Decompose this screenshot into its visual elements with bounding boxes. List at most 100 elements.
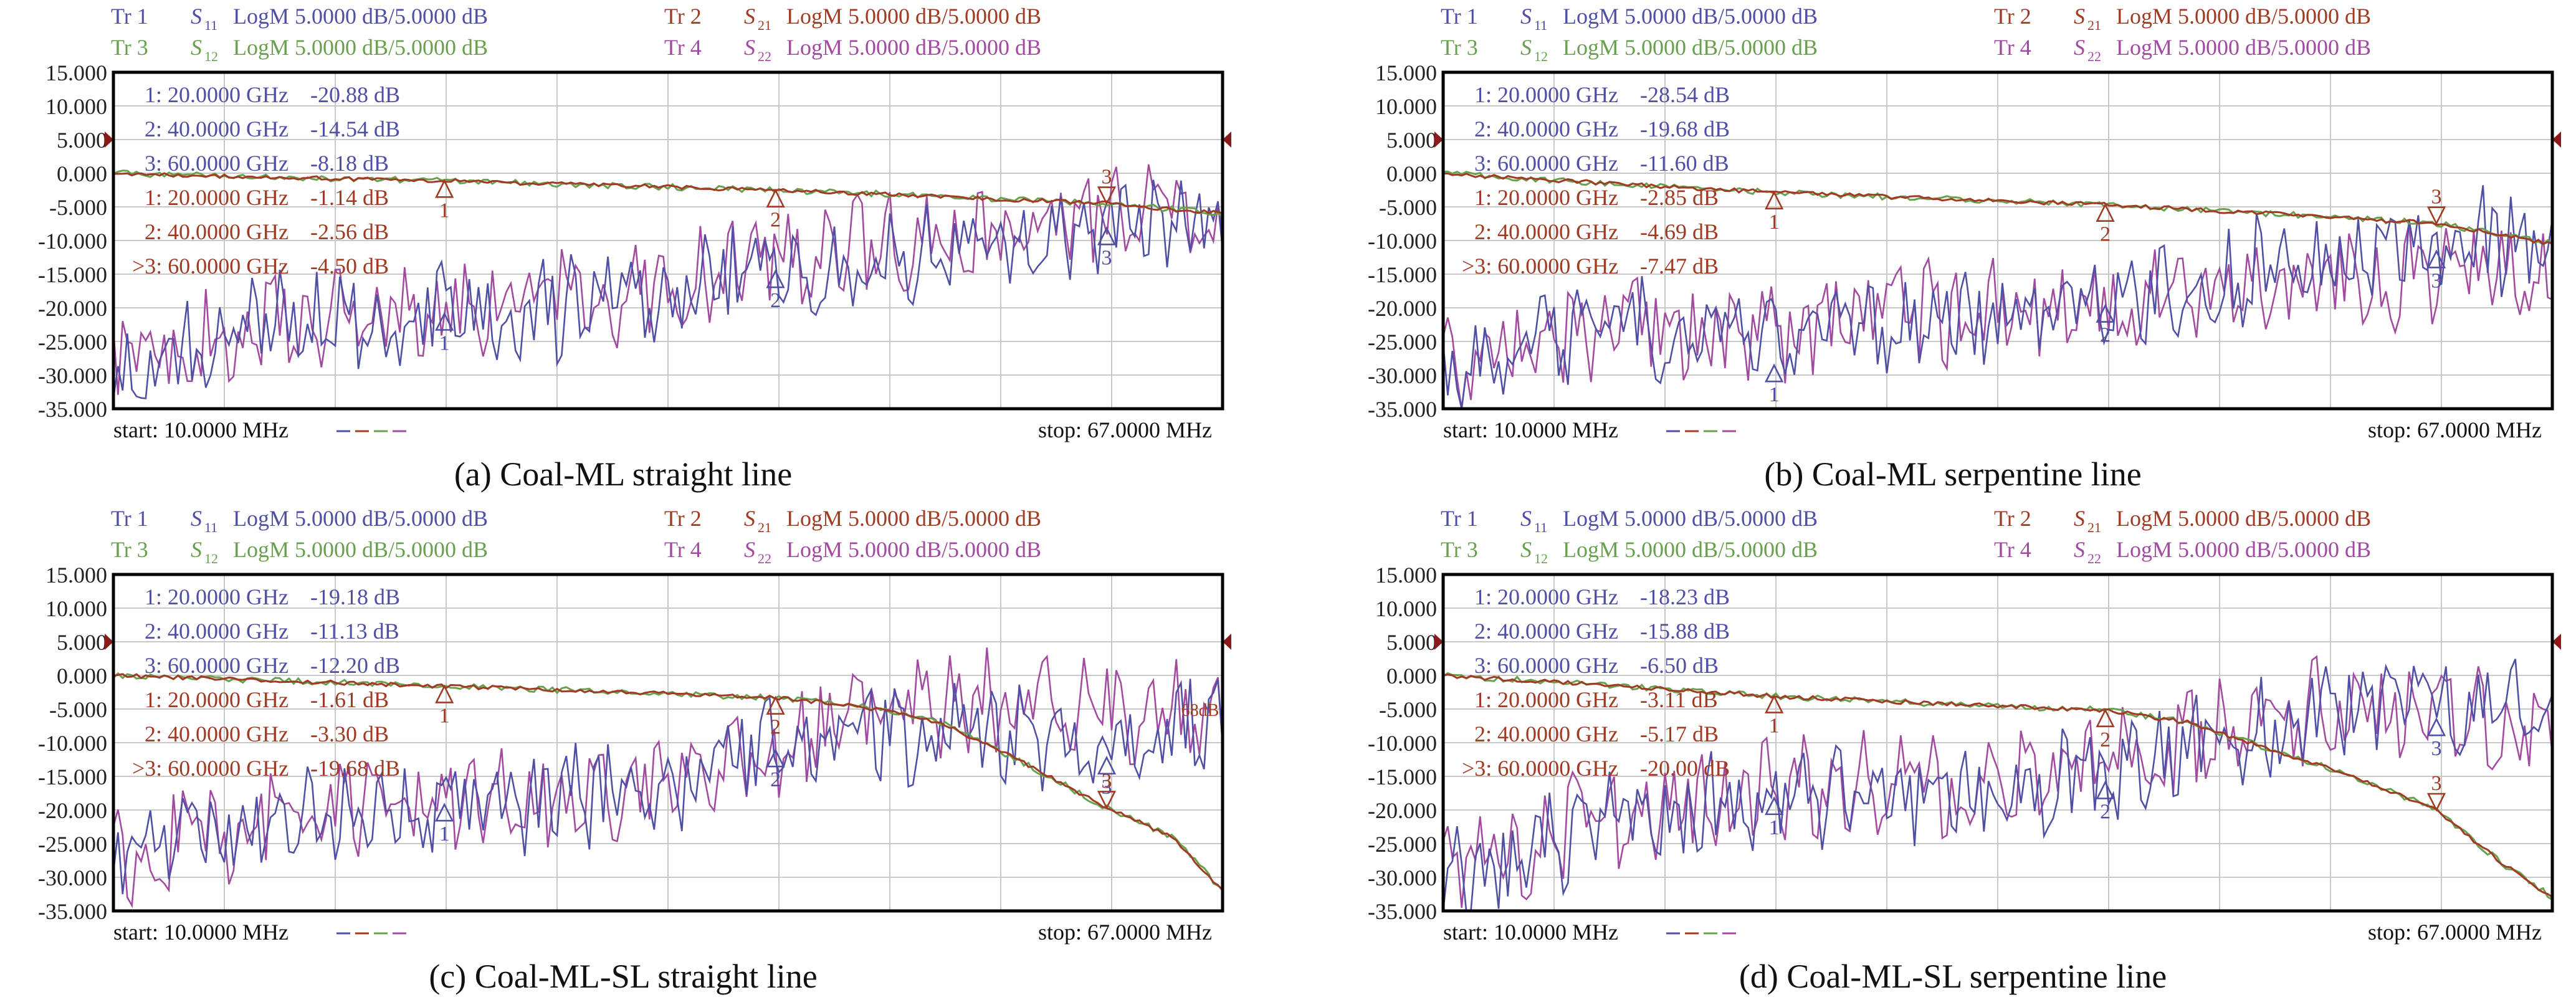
marker-readout-label: 1: 20.0000 GHz <box>145 584 289 609</box>
y-tick-label: 0.000 <box>1386 161 1437 186</box>
marker-readout-label: >3: 60.0000 GHz <box>1462 756 1618 781</box>
marker-readout-value: -4.69 dB <box>1640 219 1719 244</box>
chart-panel-a: Tr 1 S 11 LogM 5.0000 dB/5.0000 dB Tr 2 S 21 Lo… <box>0 0 1246 502</box>
marker-triangle-up-icon <box>766 269 785 288</box>
marker-triangle-up-icon <box>435 684 454 703</box>
legend-trace-id: Tr 3 <box>111 537 148 562</box>
legend-param-sub: 21 <box>2087 17 2101 33</box>
legend-param-letter: S <box>1520 506 1532 531</box>
legend-entry: Tr 4 S 22 LogM 5.0000 dB/5.0000 dB <box>1994 35 2371 64</box>
marker-readout-label: 1: 20.0000 GHz <box>1474 185 1618 210</box>
trace-legend: Tr 1 S 11 LogM 5.0000 dB/5.0000 dB Tr 2 S 21 Lo… <box>111 4 1041 64</box>
start-frequency-label: start: 10.0000 MHz <box>113 920 289 945</box>
trace-s21 <box>113 673 1224 892</box>
grid <box>1443 72 2552 409</box>
legend-param-letter: S <box>2074 537 2085 562</box>
marker-triangle-up-icon <box>766 695 785 715</box>
y-tick-label: 0.000 <box>57 161 107 186</box>
marker-readout-value: -19.18 dB <box>310 584 400 609</box>
stop-frequency-label: stop: 67.0000 MHz <box>2368 417 2542 442</box>
traces <box>112 164 1224 399</box>
marker-number: 2 <box>770 716 781 739</box>
y-tick-label: -25.000 <box>1368 832 1437 857</box>
marker-s11: 1 <box>1765 363 1784 406</box>
legend-trace-desc: LogM 5.0000 dB/5.0000 dB <box>1563 537 1818 562</box>
legend-trace-id: Tr 3 <box>111 35 148 60</box>
trace-s11 <box>1442 659 2554 912</box>
start-frequency-label: start: 10.0000 MHz <box>1443 417 1618 442</box>
reference-level-left-icon <box>1434 634 1443 650</box>
grid <box>113 72 1223 409</box>
chart-caption: (b) Coal-ML serpentine line <box>1764 455 2142 493</box>
legend-param-letter: S <box>191 506 202 531</box>
y-tick-label: -10.000 <box>38 229 107 254</box>
legend-param-sub: 22 <box>758 551 771 566</box>
legend-trace-desc: LogM 5.0000 dB/5.0000 dB <box>786 35 1041 60</box>
y-axis: 15.000 10.000 5.000 0.000 -5.000 -10.000 -15.0… <box>1368 563 1437 924</box>
marker-readout-value: -20.00 dB <box>1640 756 1730 781</box>
legend-trace-id: Tr 4 <box>664 35 702 60</box>
legend-param-letter: S <box>2074 4 2085 29</box>
legend-trace-id: Tr 1 <box>1441 4 1478 29</box>
legend-trace-desc: LogM 5.0000 dB/5.0000 dB <box>786 4 1041 29</box>
marker-number: 1 <box>439 822 450 845</box>
trace-s12 <box>112 672 1223 890</box>
marker-readout-value: -4.50 dB <box>310 254 389 279</box>
markers: 1 2 3 1 2 3 <box>435 166 1117 355</box>
marker-readout-label: 2: 40.0000 GHz <box>1474 619 1618 644</box>
legend-param-sub: 21 <box>758 520 771 535</box>
marker-s21: 3 <box>2426 772 2446 812</box>
y-tick-label: 5.000 <box>1386 630 1437 655</box>
legend-trace-id: Tr 4 <box>1994 537 2031 562</box>
marker-readout-label: >3: 60.0000 GHz <box>132 254 289 279</box>
traces <box>1442 170 2554 409</box>
reference-level-left-icon <box>1434 131 1443 148</box>
legend-trace-desc: LogM 5.0000 dB/5.0000 dB <box>2116 506 2371 531</box>
y-tick-label: -10.000 <box>1368 229 1437 254</box>
y-tick-label: -35.000 <box>1368 397 1437 422</box>
marker-readout-label: 2: 40.0000 GHz <box>1474 117 1618 141</box>
stop-frequency-label: stop: 67.0000 MHz <box>1038 417 1212 442</box>
y-tick-label: -10.000 <box>1368 731 1437 756</box>
marker-readout-value: -14.54 dB <box>310 117 400 141</box>
legend-param-letter: S <box>744 4 755 29</box>
legend-entry: Tr 1 S 11 LogM 5.0000 dB/5.0000 dB <box>111 4 488 33</box>
marker-readout-table: 1: 20.0000 GHz -28.54 dB 2: 40.0000 GHz -19… <box>1462 82 1730 279</box>
marker-s11: 3 <box>2426 249 2446 292</box>
legend-entry: Tr 1 S 11 LogM 5.0000 dB/5.0000 dB <box>111 506 488 535</box>
marker-readout-table: 1: 20.0000 GHz -20.88 dB 2: 40.0000 GHz -14… <box>132 82 400 279</box>
marker-readout-row: 1: 20.0000 GHz -1.14 dB <box>145 185 389 210</box>
reference-level-left-icon <box>105 634 113 650</box>
marker-readout-row: 1: 20.0000 GHz -20.88 dB <box>145 82 400 107</box>
y-tick-label: 10.000 <box>45 596 107 621</box>
marker-s21: 1 <box>1765 694 1784 738</box>
trace-s11 <box>1442 185 2554 409</box>
legend-param-letter: S <box>191 35 202 60</box>
marker-readout-label: 2: 40.0000 GHz <box>145 117 289 141</box>
marker-number: 3 <box>1102 776 1112 799</box>
y-tick-label: 10.000 <box>45 94 107 119</box>
y-tick-label: -15.000 <box>38 764 107 789</box>
marker-s21: 1 <box>1765 190 1784 234</box>
legend-trace-id: Tr 4 <box>1994 35 2031 60</box>
legend-param-letter: S <box>191 537 202 562</box>
marker-readout-row: 2: 40.0000 GHz -14.54 dB <box>145 117 400 141</box>
markers: 1 2 3 1 2 3 <box>1765 694 2446 839</box>
marker-number: 3 <box>2431 737 2442 760</box>
legend-trace-desc: LogM 5.0000 dB/5.0000 dB <box>233 4 488 29</box>
y-tick-label: -35.000 <box>38 397 107 422</box>
marker-triangle-up-icon <box>1765 796 1784 816</box>
traces <box>1442 655 2554 912</box>
legend-trace-id: Tr 1 <box>111 4 148 29</box>
marker-readout-value: -2.85 dB <box>1640 185 1719 210</box>
y-tick-label: 15.000 <box>1375 563 1437 588</box>
y-tick-label: 5.000 <box>1386 128 1437 153</box>
marker-readout-value: -3.30 dB <box>310 722 389 746</box>
marker-readout-row: 3: 60.0000 GHz -8.18 dB <box>145 151 389 176</box>
marker-readout-label: >3: 60.0000 GHz <box>132 756 289 781</box>
trace-s22 <box>112 647 1224 908</box>
marker-number: 2 <box>770 289 781 312</box>
marker-readout-row: 1: 20.0000 GHz -18.23 dB <box>1474 584 1730 609</box>
marker-readout-label: 2: 40.0000 GHz <box>145 619 289 644</box>
legend-entry: Tr 2 S 21 LogM 5.0000 dB/5.0000 dB <box>664 4 1041 33</box>
